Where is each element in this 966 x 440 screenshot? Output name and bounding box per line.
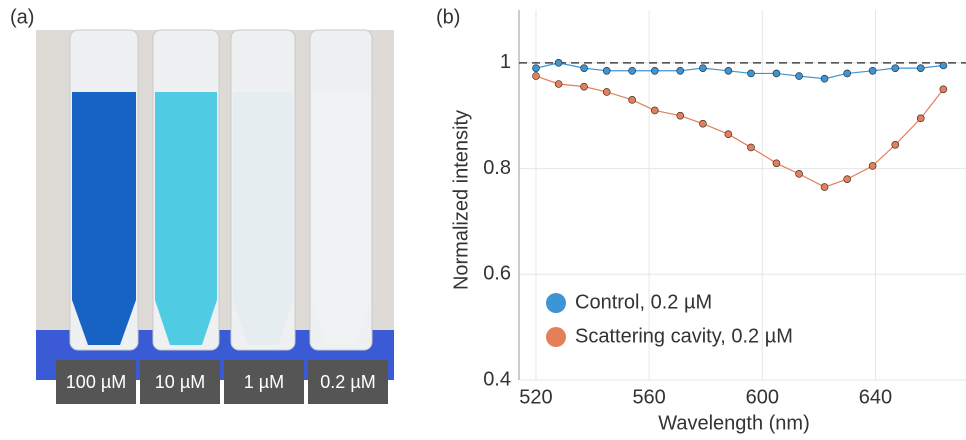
data-point [747,69,755,78]
data-point [891,64,900,72]
data-point [820,183,829,191]
data-point [868,66,877,75]
data-point [628,96,636,104]
data-point [676,111,685,120]
concentration-labels: 100 µM 10 µM 1 µM 0.2 µM [56,360,388,404]
data-point [650,106,659,115]
label-box [308,360,388,404]
y-tick-label: 1 [500,51,511,73]
y-tick-label: 0.4 [483,368,511,390]
data-point [532,64,540,72]
data-point [699,119,707,128]
data-point [676,66,685,75]
data-point [939,61,948,70]
series-line [535,62,944,80]
panel-label: (b) [436,6,460,28]
data-point [580,82,588,91]
x-tick-label: 600 [746,386,779,408]
concentration-label: 100 µM [66,372,126,392]
data-point [602,88,611,96]
data-point [724,130,733,139]
y-tick-label: 0.8 [483,157,511,179]
data-point [868,162,877,170]
data-point [699,64,707,72]
concentration-label: 1 µM [244,372,284,392]
concentration-label: 0.2 µM [320,372,375,392]
data-point [580,64,588,72]
label-box [140,360,220,404]
y-axis-title: Normalized intensity [450,110,472,290]
data-point [916,64,925,72]
data-point [820,74,829,83]
data-point [939,85,948,94]
data-point [650,66,659,75]
data-point [795,72,803,80]
x-axis-title: Wavelength (nm) [658,412,810,434]
y-tick-label: 0.6 [483,263,511,285]
data-point [628,66,636,75]
legend-marker [546,293,566,313]
x-tick-label: 520 [519,386,552,408]
series-line [535,75,944,188]
data-point [843,175,851,183]
data-point [602,66,611,75]
data-point [554,59,563,67]
data-point [916,114,925,123]
data-point [772,69,781,78]
x-tick-label: 560 [632,386,665,408]
legend-label: Control, 0.2 µM [575,291,712,313]
data-point [554,80,563,88]
legend-marker [546,327,566,347]
label-box [56,360,136,404]
data-point [843,69,851,78]
data-point [532,72,540,80]
data-point [795,170,803,178]
data-point [891,140,900,149]
label-box [224,360,304,404]
legend-label: Scattering cavity, 0.2 µM [575,325,793,347]
data-point [724,66,733,75]
data-point [747,143,755,152]
data-point [772,159,781,168]
photo [36,29,394,380]
concentration-label: 10 µM [155,372,205,392]
panel-label: (a) [10,6,34,28]
x-tick-label: 640 [859,386,892,408]
